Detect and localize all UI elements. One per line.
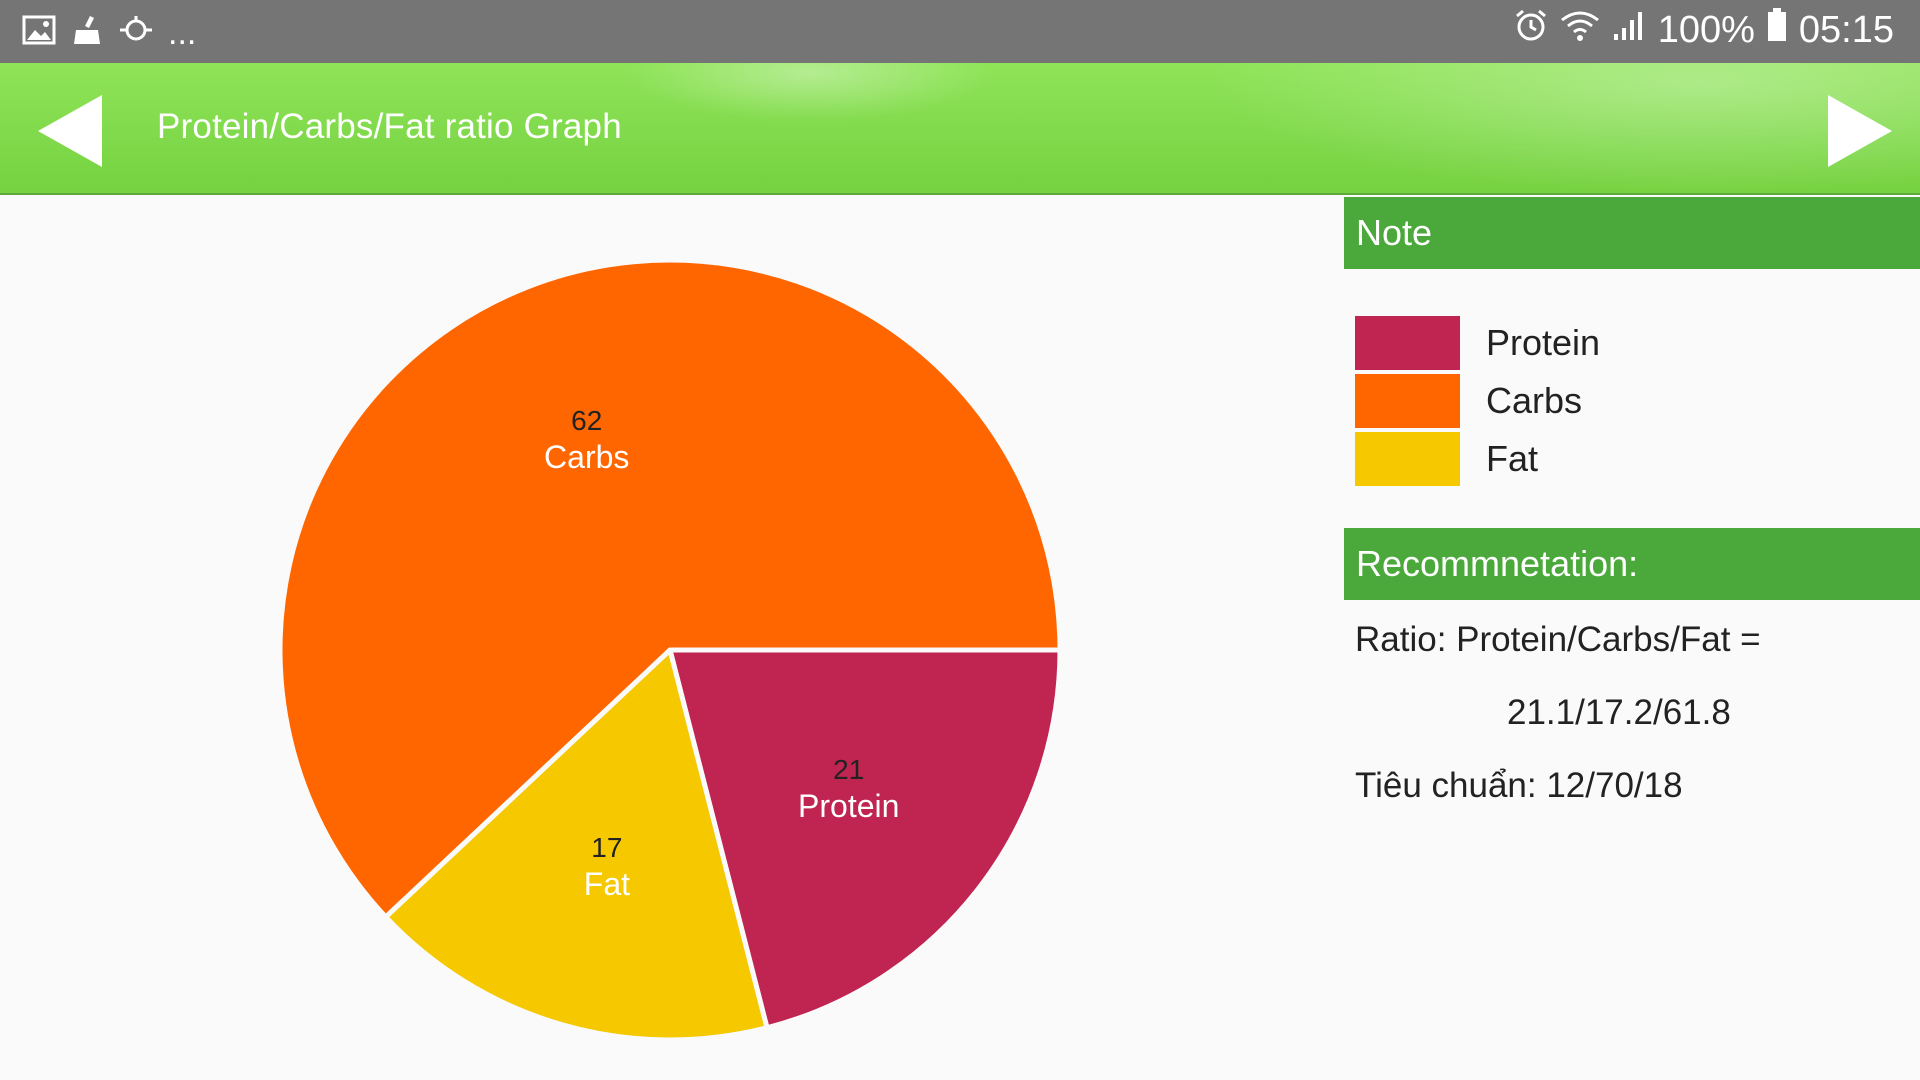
pie-value-fat: 17 (591, 832, 623, 864)
pie-chart-svg (277, 257, 1063, 1043)
pie-category-carbs: Carbs (544, 438, 630, 475)
pie-label-protein: 21 Protein (798, 753, 899, 825)
legend-label-fat: Fat (1486, 438, 1539, 479)
recommendation-header: Recommnetation: (1344, 528, 1920, 600)
pie-label-carbs: 62 Carbs (544, 404, 629, 476)
image-icon (22, 15, 56, 50)
pie-slice-protein[interactable] (666, 647, 1063, 1031)
app-bar: Protein/Carbs/Fat ratio Graph (0, 63, 1920, 195)
clock: 05:15 (1798, 8, 1894, 51)
macro-pie-chart: 21 Protein 17 Fat 62 Carbs (260, 240, 1080, 1060)
legend-swatch-protein (1355, 316, 1460, 370)
pie-value-carbs: 62 (571, 404, 603, 436)
pie-slice-carbs[interactable] (277, 257, 1063, 921)
sync-icon (118, 15, 154, 50)
pie-label-fat: 17 Fat (584, 831, 630, 903)
legend-swatch-carbs (1355, 374, 1460, 428)
cleaner-icon (70, 14, 104, 51)
note-header: Note (1344, 197, 1920, 269)
pie-category-fat: Fat (583, 866, 631, 903)
triangle-right-icon (1828, 95, 1892, 167)
legend-label-protein: Protein (1486, 322, 1601, 363)
status-bar: ... 100% 05:15 (0, 0, 1920, 63)
battery-percent: 100% (1657, 8, 1755, 51)
system-icons: 100% 05:15 (1514, 8, 1894, 52)
legend-swatch-fat (1355, 432, 1460, 486)
ratio-label: Ratio: Protein/Carbs/Fat = (1355, 620, 1761, 659)
notification-icons: ... (22, 14, 196, 51)
signal-icon (1612, 9, 1646, 52)
page-title: Protein/Carbs/Fat ratio Graph (157, 107, 622, 146)
triangle-left-icon (38, 95, 102, 167)
next-button[interactable] (1824, 93, 1894, 169)
alarm-icon (1514, 8, 1548, 52)
legend-label-carbs: Carbs (1486, 380, 1583, 421)
wifi-icon (1560, 9, 1600, 52)
pie-value-protein: 21 (833, 753, 865, 785)
pie-category-protein: Protein (798, 787, 900, 824)
ratio-value: 21.1/17.2/61.8 (1507, 693, 1731, 732)
standard-ratio: Tiêu chuẩn: 12/70/18 (1355, 766, 1683, 805)
more-notifications: ... (168, 13, 197, 52)
previous-button[interactable] (36, 93, 106, 169)
battery-icon (1767, 8, 1787, 52)
pie-slice-fat[interactable] (382, 645, 771, 1043)
